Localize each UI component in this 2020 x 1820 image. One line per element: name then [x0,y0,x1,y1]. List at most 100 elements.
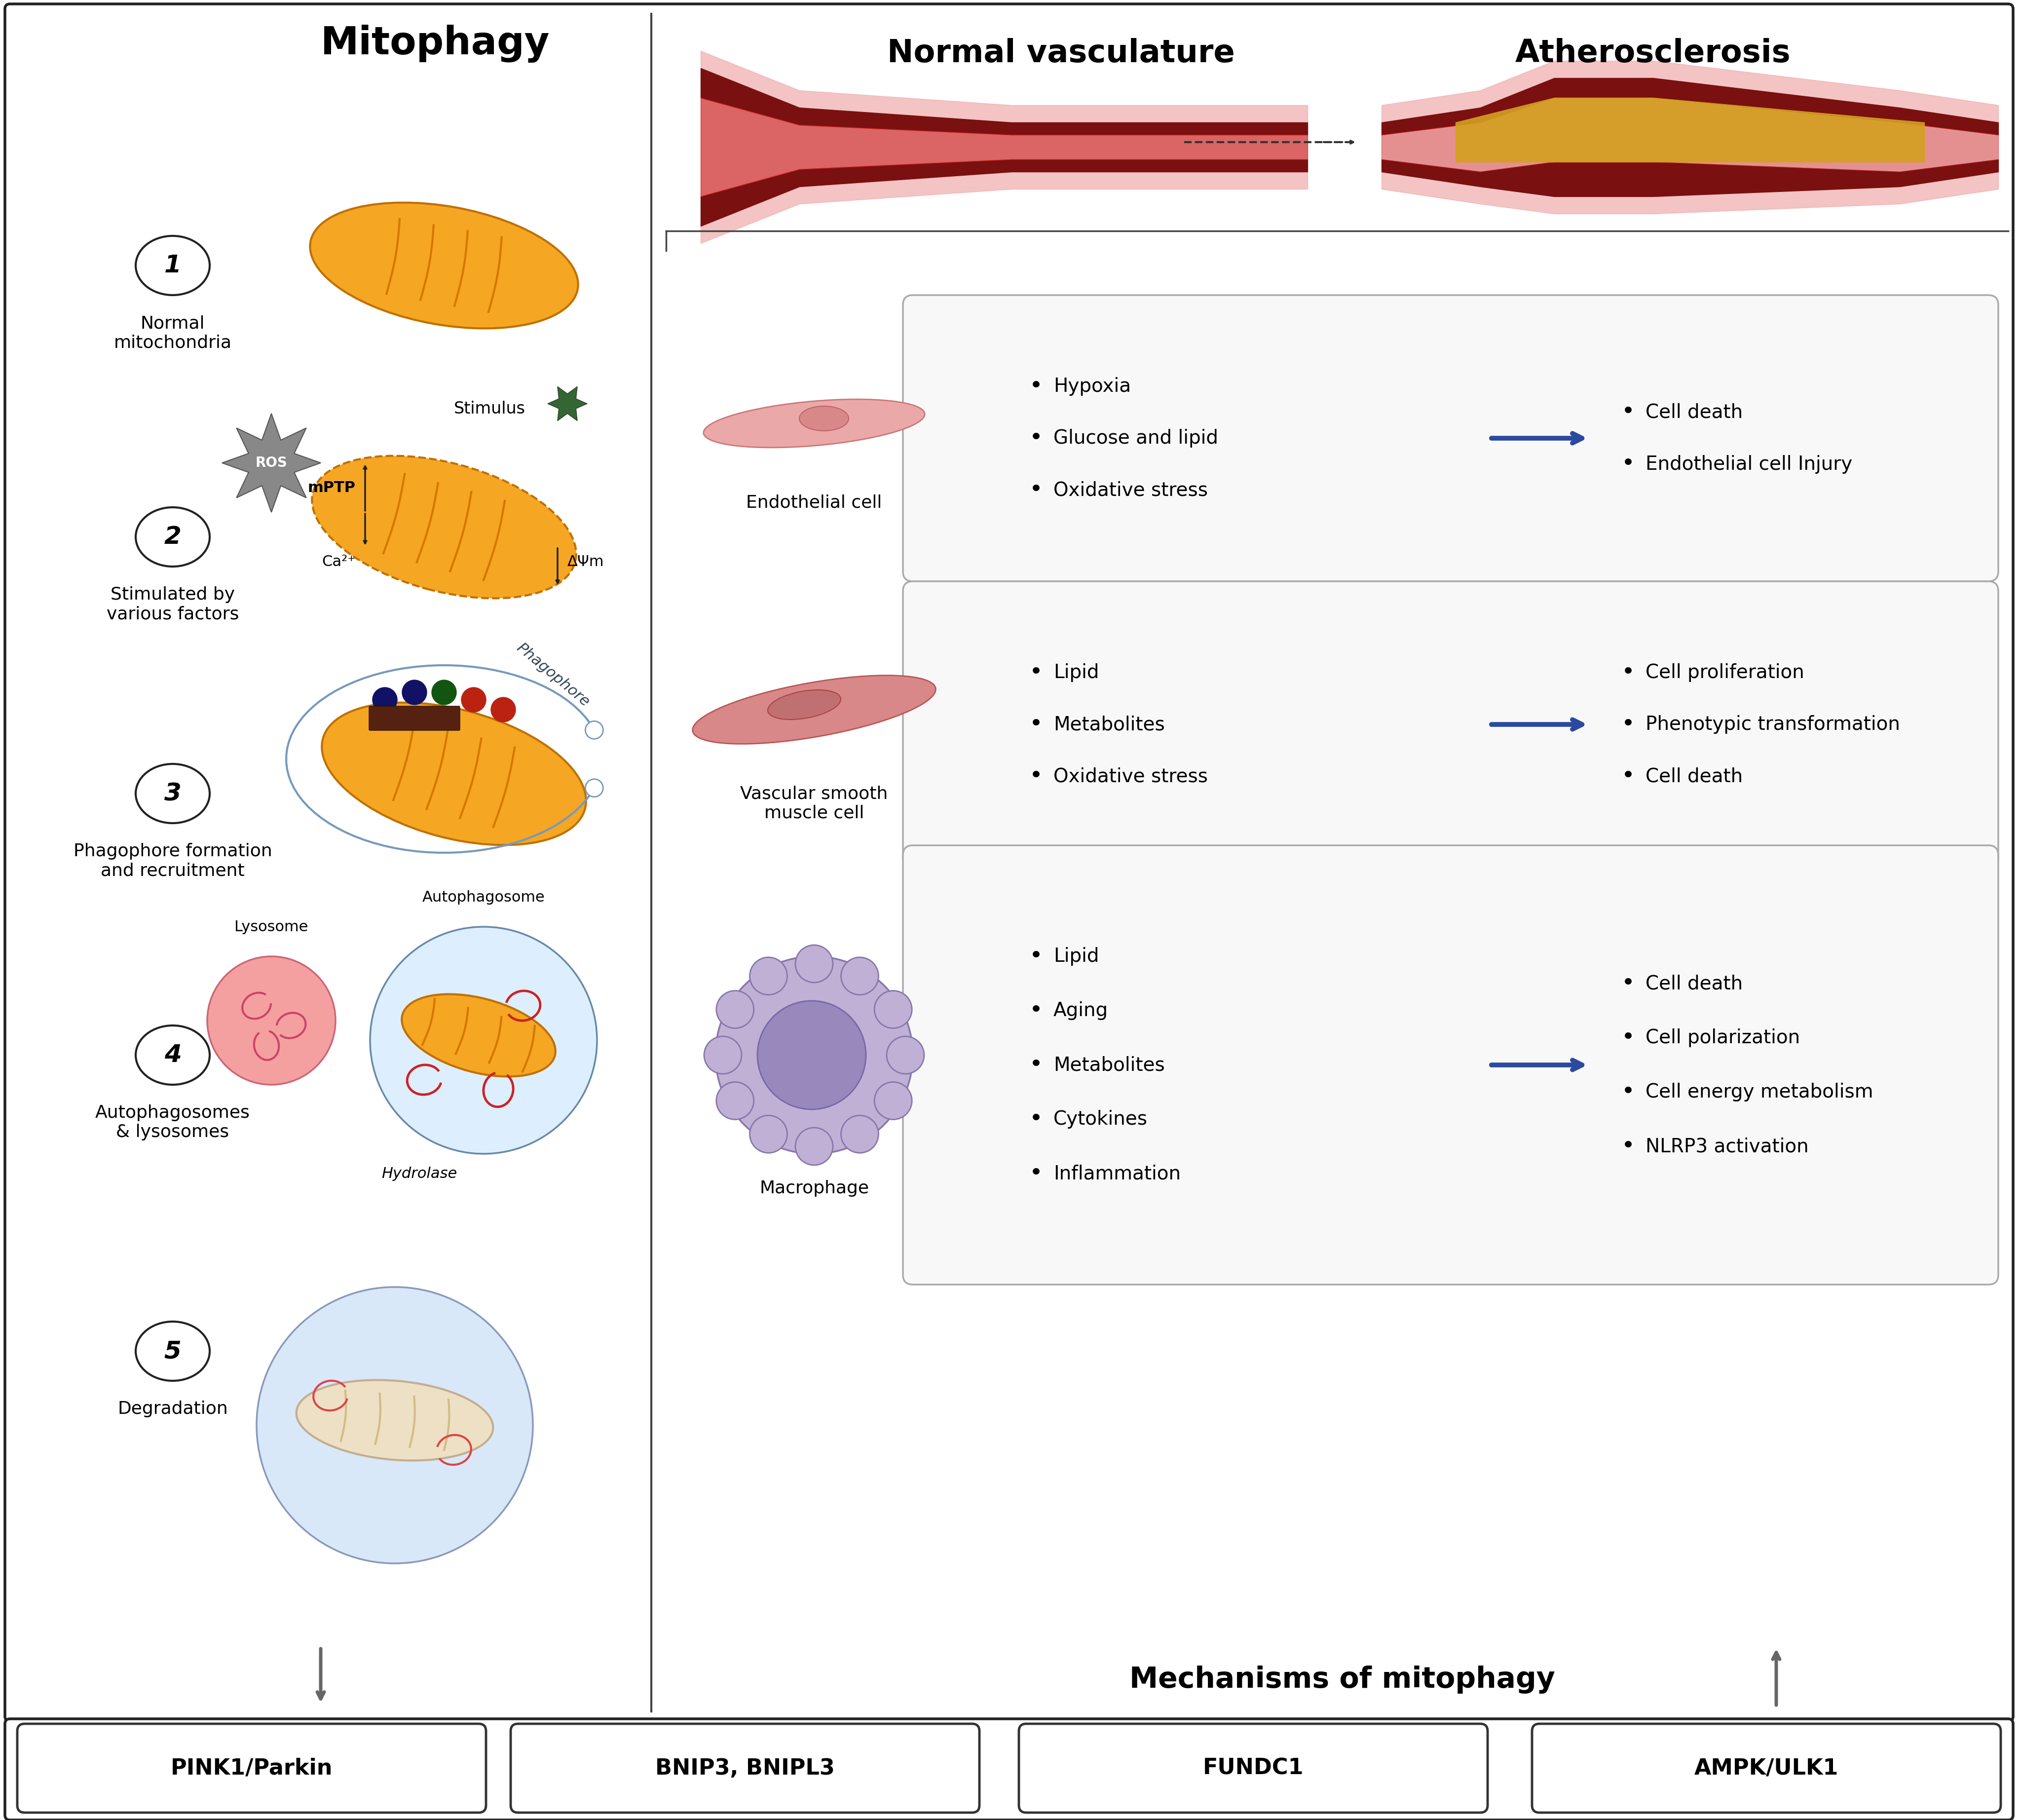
Text: •: • [1622,453,1634,475]
Circle shape [875,1081,911,1119]
Text: Autophagosomes
& lysosomes: Autophagosomes & lysosomes [95,1105,250,1141]
Circle shape [758,1001,867,1110]
Text: Metabolites: Metabolites [1052,1056,1166,1074]
Text: PINK1/Parkin: PINK1/Parkin [170,1758,333,1778]
Polygon shape [222,413,321,511]
Text: Lysosome: Lysosome [234,919,309,934]
Text: Cell proliferation: Cell proliferation [1646,662,1804,682]
Text: Cell death: Cell death [1646,974,1743,994]
Text: •: • [1030,661,1042,684]
Text: Phenotypic transformation: Phenotypic transformation [1646,715,1901,733]
Text: Normal vasculature: Normal vasculature [887,38,1234,69]
Ellipse shape [800,406,848,431]
Text: 2: 2 [164,526,182,550]
Circle shape [749,957,788,996]
Text: •: • [1622,1136,1634,1158]
FancyBboxPatch shape [4,4,2014,1722]
Circle shape [717,1081,753,1119]
Text: ROS: ROS [255,457,287,470]
Text: Mitophagy: Mitophagy [321,24,549,62]
FancyBboxPatch shape [18,1724,487,1813]
Text: Macrophage: Macrophage [760,1179,869,1198]
Ellipse shape [135,764,210,823]
Text: Inflammation: Inflammation [1052,1165,1182,1183]
Circle shape [796,1128,832,1165]
Ellipse shape [135,237,210,295]
Text: •: • [1030,945,1042,968]
Text: Stimulus: Stimulus [454,400,525,417]
FancyBboxPatch shape [903,581,1998,868]
Text: Endothelial cell: Endothelial cell [745,493,883,511]
Text: Autophagosome: Autophagosome [422,890,545,905]
Text: •: • [1622,764,1634,788]
Circle shape [705,1036,741,1074]
Text: BNIP3, BNIPL3: BNIP3, BNIPL3 [654,1758,834,1778]
Text: Normal
mitochondria: Normal mitochondria [113,315,232,351]
Circle shape [432,681,457,704]
FancyBboxPatch shape [4,1718,2014,1820]
FancyBboxPatch shape [903,844,1998,1285]
FancyBboxPatch shape [903,295,1998,581]
Circle shape [372,688,398,712]
Text: •: • [1030,375,1042,397]
Text: 1: 1 [164,253,182,277]
Text: Hydrolase: Hydrolase [382,1167,457,1181]
Circle shape [749,1116,788,1152]
Text: •: • [1030,764,1042,788]
Text: Metabolites: Metabolites [1052,715,1166,733]
Ellipse shape [309,202,578,328]
Ellipse shape [311,455,576,599]
Text: •: • [1030,999,1042,1021]
Text: Glucose and lipid: Glucose and lipid [1052,430,1218,448]
Ellipse shape [402,994,556,1076]
Text: •: • [1622,661,1634,684]
Polygon shape [547,386,588,420]
Circle shape [491,697,515,723]
Circle shape [257,1287,533,1563]
Text: •: • [1030,1054,1042,1076]
Circle shape [586,721,604,739]
Text: •: • [1030,1163,1042,1185]
Ellipse shape [135,1321,210,1381]
Ellipse shape [703,399,925,448]
Text: Vascular smooth
muscle cell: Vascular smooth muscle cell [739,784,889,821]
Circle shape [717,990,753,1028]
Text: Hypoxia: Hypoxia [1052,377,1131,395]
Circle shape [715,956,913,1154]
Text: Cell death: Cell death [1646,402,1743,422]
Text: Cell death: Cell death [1646,766,1743,786]
Text: Oxidative stress: Oxidative stress [1052,766,1208,786]
Text: 3: 3 [164,783,182,806]
Text: Phagophore: Phagophore [513,641,592,710]
Text: Degradation: Degradation [117,1401,228,1418]
Text: •: • [1622,972,1634,996]
Text: Lipid: Lipid [1052,662,1099,682]
Text: Cell energy metabolism: Cell energy metabolism [1646,1083,1873,1101]
Circle shape [461,688,487,712]
Circle shape [840,1116,879,1152]
Text: Oxidative stress: Oxidative stress [1052,480,1208,499]
Text: Lipid: Lipid [1052,946,1099,966]
Text: 5: 5 [164,1340,182,1363]
Text: Endothelial cell Injury: Endothelial cell Injury [1646,455,1852,473]
Circle shape [796,945,832,983]
FancyBboxPatch shape [370,706,461,730]
Circle shape [402,681,426,704]
Ellipse shape [321,703,586,844]
Circle shape [370,926,598,1154]
Text: •: • [1622,1081,1634,1103]
Text: 4: 4 [164,1043,182,1067]
Ellipse shape [768,690,840,719]
Text: •: • [1622,1026,1634,1048]
Ellipse shape [135,1025,210,1085]
Circle shape [887,1036,923,1074]
Text: Ca²⁺: Ca²⁺ [321,555,356,570]
Ellipse shape [135,508,210,566]
Text: Stimulated by
various factors: Stimulated by various factors [107,586,238,622]
Text: Phagophore formation
and recruitment: Phagophore formation and recruitment [73,843,273,879]
Text: NLRP3 activation: NLRP3 activation [1646,1138,1808,1156]
FancyBboxPatch shape [1531,1724,2000,1813]
Text: •: • [1622,400,1634,424]
FancyBboxPatch shape [1018,1724,1487,1813]
FancyBboxPatch shape [511,1724,980,1813]
